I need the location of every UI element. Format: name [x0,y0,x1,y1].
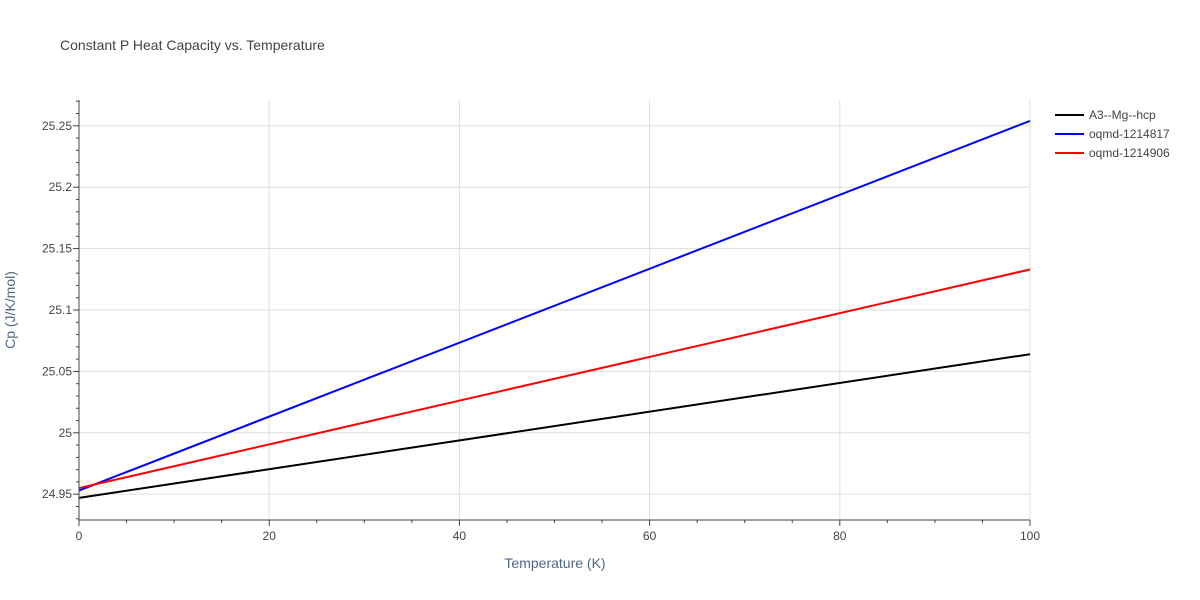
y-tick-label: 25.1 [49,303,73,317]
y-tick-label: 25 [59,426,73,440]
y-axis-title: Cp (J/K/mol) [2,271,18,349]
x-tick-label: 40 [453,529,467,543]
y-tick-label: 24.95 [42,487,72,501]
plot-area [78,119,1031,499]
x-tick-label: 60 [643,529,657,543]
x-axis-title: Temperature (K) [504,555,605,571]
axes: 0 20 40 60 80 100 24.95 25 25.05 25.1 25.15 25.2 25.… [42,100,1040,543]
y-tick-label: 25.2 [49,180,73,194]
y-tick-label: 25.15 [42,242,72,256]
x-tick-label: 100 [1020,529,1040,543]
y-tick-label: 25.25 [42,119,72,133]
x-tick-label: 20 [263,529,277,543]
y-tick-label: 25.05 [42,364,72,378]
x-tick-label: 80 [833,529,847,543]
x-tick-label: 0 [76,529,83,543]
series-line [78,353,1031,499]
series-line [78,268,1031,490]
grid [79,100,1031,520]
series-line [78,119,1031,492]
legend: A3--Mg--hcp oqmd-1214817 oqmd-1214906 [1055,108,1170,160]
chart-title: Constant P Heat Capacity vs. Temperature [60,37,325,53]
legend-label: oqmd-1214906 [1089,146,1170,160]
legend-label: A3--Mg--hcp [1089,108,1156,122]
legend-label: oqmd-1214817 [1089,127,1170,141]
